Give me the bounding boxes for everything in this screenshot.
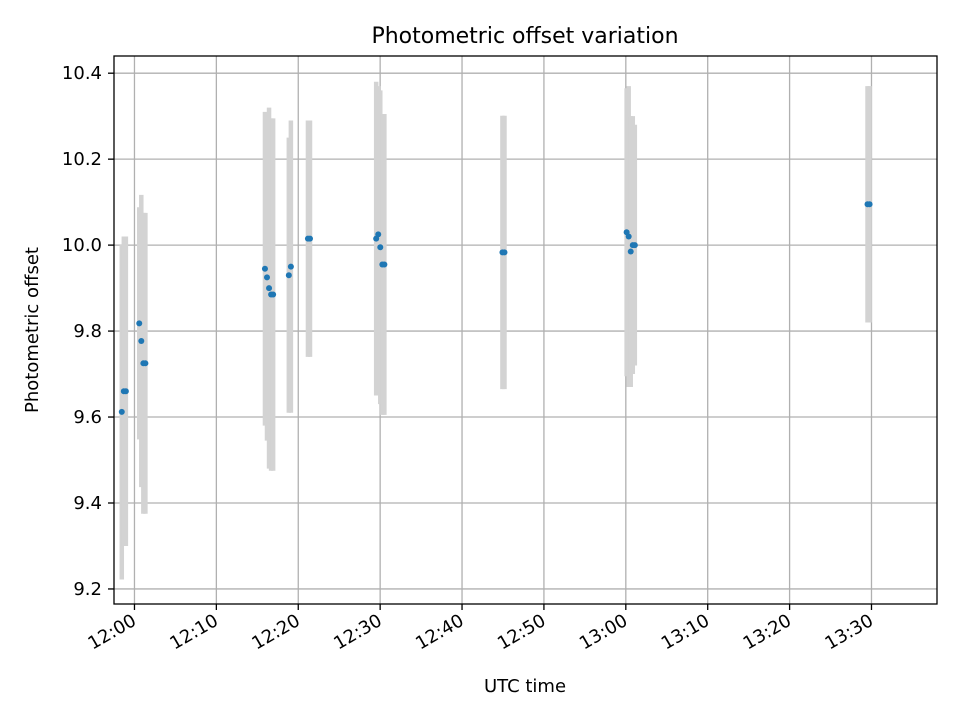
y-tick-label: 10.2: [62, 149, 102, 170]
data-point: [136, 320, 143, 327]
data-point: [625, 233, 632, 240]
data-points: [118, 201, 873, 415]
data-point: [375, 231, 382, 238]
data-point: [287, 263, 294, 270]
y-tick-label: 10.4: [62, 63, 102, 84]
plot-area-frame: [113, 55, 938, 605]
data-point: [501, 249, 508, 256]
data-point: [377, 244, 384, 251]
chart-title: Photometric offset variation: [371, 24, 678, 49]
data-point: [306, 235, 313, 242]
data-point: [142, 360, 149, 367]
y-tick-label: 9.6: [73, 407, 102, 428]
y-tick-label: 9.2: [73, 579, 102, 600]
plot-area-background: [114, 56, 937, 604]
data-point: [627, 248, 634, 255]
data-point: [263, 274, 270, 281]
data-point: [118, 408, 125, 415]
data-point: [285, 272, 292, 279]
data-point: [381, 261, 388, 268]
y-tick-label: 10.0: [62, 235, 102, 256]
data-point: [138, 337, 145, 344]
y-axis-label: Photometric offset: [22, 247, 43, 413]
y-tick-label: 9.8: [73, 321, 102, 342]
data-point: [261, 265, 268, 272]
data-point: [866, 201, 873, 208]
data-point: [270, 291, 277, 298]
x-axis-label: UTC time: [484, 676, 566, 697]
data-point: [631, 242, 638, 249]
y-axis: 9.2 9.4 9.6 9.8 10.0 10.2 10.4: [62, 63, 114, 600]
grid: [114, 56, 937, 604]
y-tick-label: 9.4: [73, 493, 102, 514]
data-point: [266, 285, 273, 292]
data-point: [122, 388, 129, 395]
